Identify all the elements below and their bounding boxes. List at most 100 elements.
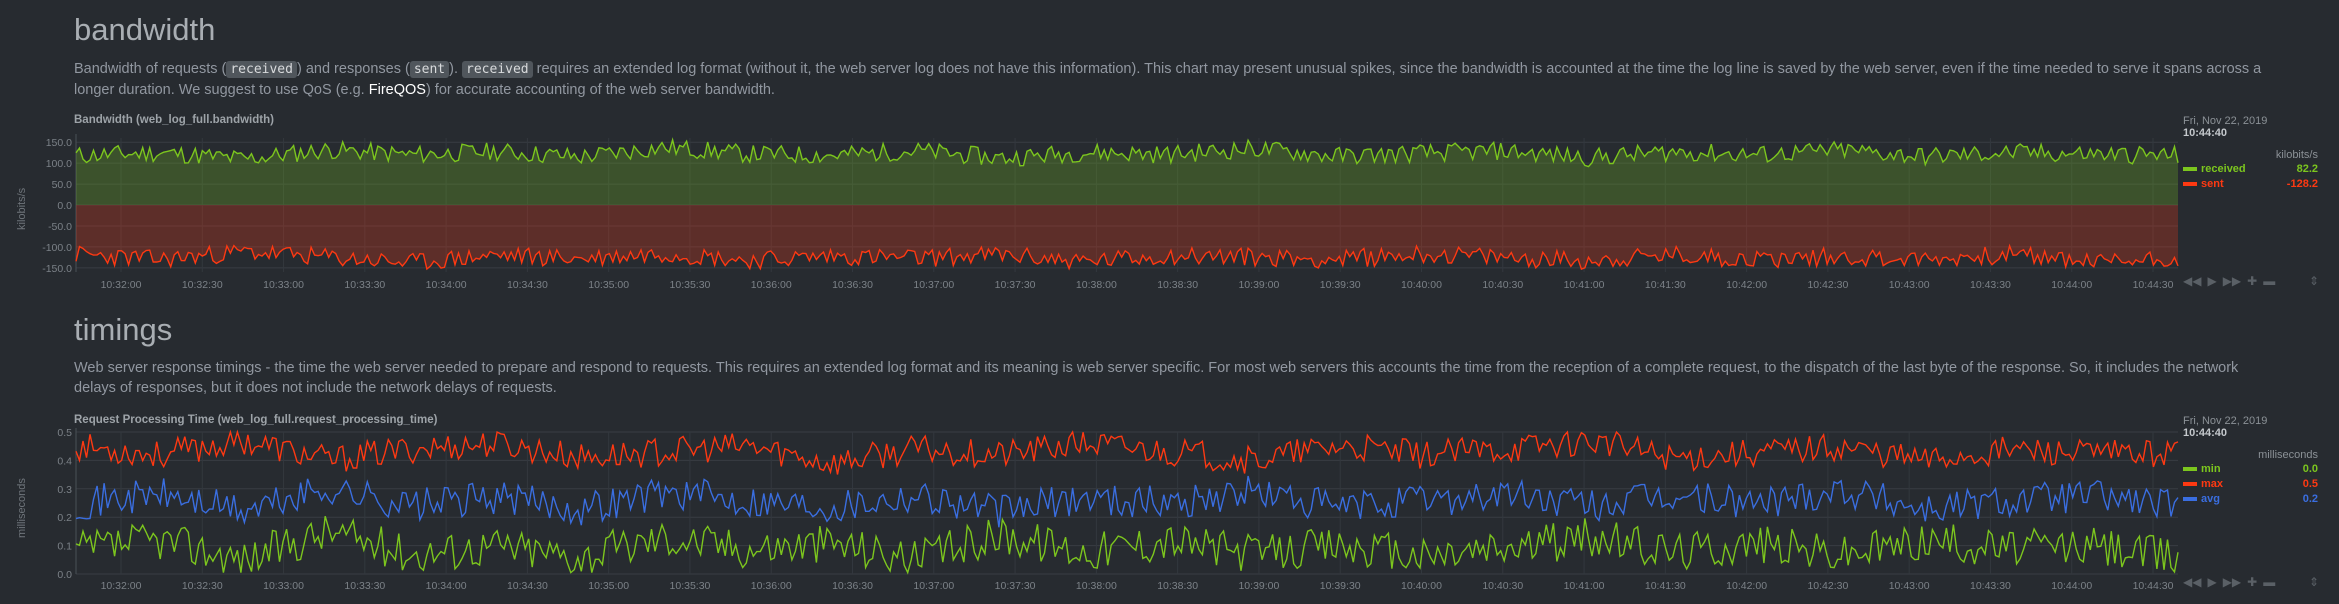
zoom-out-icon[interactable]: ▬ [2263,575,2276,589]
x-tick-label: 10:34:00 [426,279,467,291]
chart-title-timings: Request Processing Time (web_log_full.re… [74,414,438,426]
x-tick-label: 10:43:00 [1889,580,1930,592]
code-received: received [462,61,533,78]
x-tick-label: 10:42:30 [1807,279,1848,291]
x-tick-label: 10:32:30 [182,279,223,291]
legend-swatch [2183,481,2197,486]
zoom-in-icon[interactable]: ✚ [2247,575,2258,589]
fireqos-link[interactable]: FireQOS [368,82,426,98]
y-tick-label: -50.0 [48,221,72,233]
legend-value: 82.2 [2296,162,2318,175]
legend-date: Fri, Nov 22, 2019 [2183,115,2268,127]
zoom-out-icon[interactable]: ▬ [2263,274,2276,288]
series-line-sent [75,243,2179,271]
legend-units: milliseconds [2258,449,2318,461]
series-area-received [76,139,2178,205]
x-tick-label: 10:37:30 [995,580,1036,592]
x-tick-label: 10:36:30 [832,580,873,592]
x-tick-label: 10:43:30 [1970,580,2011,592]
zoom-in-icon[interactable]: ✚ [2247,274,2258,288]
fast-forward-icon[interactable]: ▶▶ [2222,274,2242,288]
x-tick-label: 10:44:00 [2051,580,2092,592]
timings-chart[interactable]: 0.5 0.4 0.3 0.2 0.1 0.0 10:32:00 10:32:30 10:33:… [0,300,2339,604]
legend-item-max[interactable]: max 0.5 [2183,476,2318,491]
bandwidth-description: Bandwidth of requests (received) and res… [74,59,2274,100]
x-tick-label: 10:34:30 [507,279,548,291]
chart-toolbar: ◀◀ ▶ ▶▶ ✚ ▬ [2183,274,2275,288]
legend-item-sent[interactable]: sent -128.2 [2183,176,2318,191]
legend-label: avg [2201,492,2220,505]
code-sent: sent [409,61,450,78]
series-area-sent [76,205,2178,270]
legend-bandwidth: Fri, Nov 22, 2019 10:44:40 kilobits/s re… [2183,115,2318,191]
section-title-timings: timings [74,312,173,347]
legend-date: Fri, Nov 22, 2019 [2183,415,2268,427]
x-tick-label: 10:35:30 [670,580,711,592]
y-tick-label: 0.0 [57,569,72,581]
x-tick-label: 10:35:30 [670,279,711,291]
x-tick-label: 10:32:00 [101,580,142,592]
legend-label: sent [2201,177,2224,190]
legend-swatch [2183,181,2197,186]
x-tick-label: 10:33:30 [344,279,385,291]
x-tick-label: 10:43:00 [1889,279,1930,291]
play-icon[interactable]: ▶ [2207,575,2217,589]
legend-swatch [2183,166,2197,171]
series-line-received [75,137,2179,168]
legend-value: 0.0 [2302,462,2318,475]
code-received: received [226,61,297,78]
resize-handle[interactable]: ⇕ [2309,575,2320,589]
y-tick-label: 0.2 [57,512,72,524]
legend-time: 10:44:40 [2183,127,2228,139]
x-tick-label: 10:34:00 [426,580,467,592]
legend-units: kilobits/s [2275,149,2318,161]
x-tick-label: 10:41:00 [1564,580,1605,592]
x-tick-label: 10:32:00 [101,279,142,291]
legend-swatch [2183,466,2197,471]
x-tick-label: 10:39:30 [1320,279,1361,291]
x-tick-label: 10:38:00 [1076,279,1117,291]
legend-value: -128.2 [2286,177,2318,190]
x-tick-label: 10:37:00 [913,279,954,291]
rewind-icon[interactable]: ◀◀ [2183,575,2202,589]
legend-item-avg[interactable]: avg 0.2 [2183,491,2318,506]
resize-handle[interactable]: ⇕ [2309,274,2320,288]
x-tick-label: 10:32:30 [182,580,223,592]
y-tick-label: 0.0 [57,200,72,212]
x-tick-label: 10:42:00 [1726,279,1767,291]
desc-text: ) and responses ( [296,61,410,77]
fast-forward-icon[interactable]: ▶▶ [2222,575,2242,589]
bandwidth-chart[interactable]: 150.0 100.0 50.0 0.0 -50.0 -100.0 -150.0 10:32:… [0,0,2339,300]
x-tick-label: 10:36:00 [751,580,792,592]
y-tick-label: 100.0 [46,158,72,170]
x-tick-label: 10:34:30 [507,580,548,592]
legend-timings: Fri, Nov 22, 2019 10:44:40 milliseconds … [2183,415,2318,506]
x-tick-label: 10:44:30 [2133,580,2174,592]
y-tick-label: 150.0 [46,137,72,149]
x-tick-label: 10:35:00 [588,580,629,592]
legend-item-min[interactable]: min 0.0 [2183,461,2318,476]
x-tick-label: 10:41:30 [1645,279,1686,291]
legend-value: 0.5 [2302,477,2318,490]
series-line-max [75,429,2179,475]
x-tick-label: 10:40:00 [1401,279,1442,291]
desc-text: requires an extended log format (without… [74,61,2262,98]
chart-toolbar: ◀◀ ▶ ▶▶ ✚ ▬ [2183,575,2275,589]
y-tick-label: 0.3 [57,484,72,496]
legend-item-received[interactable]: received 82.2 [2183,161,2318,176]
timings-description: Web server response timings - the time t… [74,360,2239,396]
x-tick-label: 10:38:30 [1157,279,1198,291]
x-tick-label: 10:44:30 [2133,279,2174,291]
x-tick-label: 10:36:00 [751,279,792,291]
chart-title-bandwidth: Bandwidth (web_log_full.bandwidth) [74,114,274,126]
x-tick-label: 10:43:30 [1970,279,2011,291]
y-tick-label: 0.5 [57,427,72,439]
legend-value: 0.2 [2302,492,2318,505]
rewind-icon[interactable]: ◀◀ [2183,274,2202,288]
play-icon[interactable]: ▶ [2207,274,2217,288]
legend-time: 10:44:40 [2183,427,2228,439]
x-tick-label: 10:41:30 [1645,580,1686,592]
y-tick-label: 0.1 [57,541,72,553]
x-tick-label: 10:35:00 [588,279,629,291]
x-tick-label: 10:40:00 [1401,580,1442,592]
